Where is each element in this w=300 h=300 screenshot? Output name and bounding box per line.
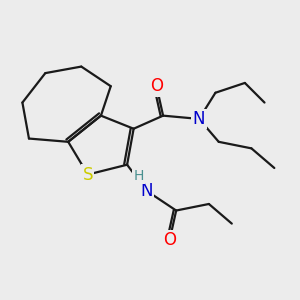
Text: N: N xyxy=(140,182,153,200)
Text: S: S xyxy=(82,166,93,184)
Text: N: N xyxy=(193,110,205,128)
Text: O: O xyxy=(163,231,176,249)
Text: O: O xyxy=(150,77,163,95)
Text: H: H xyxy=(134,169,144,183)
